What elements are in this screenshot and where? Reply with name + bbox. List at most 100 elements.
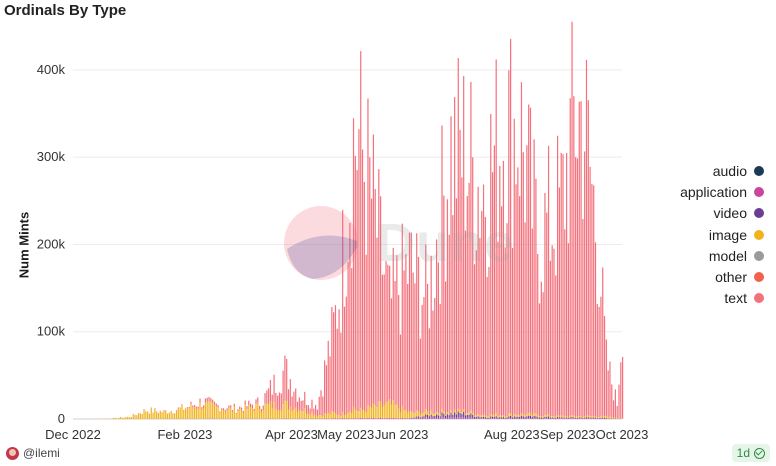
- legend-dot-icon: [754, 229, 764, 240]
- bar-segment-text: [562, 154, 564, 416]
- bar-segment-video: [491, 416, 494, 419]
- bar-segment-image: [493, 414, 495, 417]
- bar-segment-image: [396, 404, 398, 419]
- bar-segment-text: [251, 404, 253, 409]
- bar-segment-image: [260, 411, 263, 419]
- author-link[interactable]: @ilemi: [6, 446, 60, 460]
- bar-segment-image: [434, 413, 436, 416]
- bar-segment-text: [443, 195, 445, 412]
- bar-segment-video: [428, 416, 430, 419]
- bar-segment-image: [186, 408, 188, 419]
- bar-segment-video: [571, 417, 573, 419]
- bar-segment-application: [502, 418, 505, 419]
- bar-segment-application: [531, 418, 533, 419]
- bar-segment-video: [553, 417, 555, 419]
- bar-segment-text: [540, 281, 542, 417]
- bar-segment-image: [291, 411, 293, 419]
- bar-segment-image: [387, 401, 389, 419]
- bar-segment-image: [593, 415, 595, 418]
- bar-segment-image: [531, 415, 533, 417]
- bar-segment-video: [468, 414, 470, 418]
- bar-segment-video: [463, 411, 465, 418]
- bar-segment-text: [184, 408, 187, 410]
- bar-segment-video: [470, 413, 472, 418]
- bar-segment-video: [497, 417, 499, 419]
- bar-segment-text: [226, 408, 228, 411]
- bar-segment-application: [501, 418, 503, 419]
- bar-segment-text: [573, 96, 575, 416]
- legend-item-text[interactable]: text: [680, 288, 764, 309]
- legend-item-other[interactable]: other: [680, 266, 764, 287]
- bar-segment-image: [491, 414, 494, 417]
- bar-segment-image: [594, 416, 597, 418]
- legend-item-model[interactable]: model: [680, 245, 764, 266]
- bar-segment-video: [504, 417, 506, 419]
- bar-segment-image: [466, 412, 468, 415]
- bar-segment-text: [231, 410, 234, 412]
- bar-segment-image: [419, 414, 421, 418]
- bar-segment-image: [251, 408, 253, 419]
- bar-segment-text: [567, 243, 570, 418]
- bar-segment-image: [423, 412, 425, 417]
- bar-segment-image: [468, 412, 470, 415]
- bar-segment-image: [271, 408, 273, 419]
- bar-segment-text: [284, 355, 286, 401]
- bar-segment-text: [217, 405, 219, 408]
- bar-segment-image: [589, 416, 591, 418]
- legend-item-video[interactable]: video: [680, 203, 764, 224]
- bar-segment-text: [549, 260, 551, 417]
- bar-segment-image: [233, 406, 235, 419]
- legend-item-application[interactable]: application: [680, 181, 764, 202]
- bar-segment-video: [535, 416, 537, 419]
- bar-segment-video: [441, 412, 443, 418]
- bar-segment-text: [405, 254, 407, 411]
- bar-segment-image: [237, 411, 239, 419]
- bar-segment-image: [152, 412, 154, 419]
- chart-title: Ordinals By Type: [4, 2, 127, 19]
- bar-segment-text: [268, 388, 270, 404]
- bar-segment-image: [145, 411, 147, 419]
- bar-segment-image: [132, 414, 134, 419]
- legend-dot-icon: [754, 293, 764, 304]
- bar-segment-application: [584, 418, 586, 419]
- bar-segment-image: [161, 412, 163, 419]
- x-tick-label: Jun 2023: [375, 427, 429, 442]
- bar-segment-text: [618, 384, 620, 419]
- bar-segment-image: [575, 416, 577, 418]
- bar-segment-image: [174, 413, 176, 419]
- y-tick-labels: 0 100k 200k 300k 400k: [37, 62, 66, 426]
- bar-segment-text: [183, 409, 185, 411]
- bar-segment-text: [493, 145, 495, 415]
- bar-segment-video: [426, 415, 429, 418]
- bar-segment-text: [585, 59, 588, 416]
- bar-segment-application: [342, 418, 344, 419]
- bar-segment-image: [361, 410, 364, 419]
- bar-segment-text: [524, 222, 526, 416]
- bar-segment-text: [531, 228, 533, 416]
- bar-segment-text: [533, 139, 535, 413]
- bar-segment-video: [435, 414, 438, 418]
- legend-item-image[interactable]: image: [680, 224, 764, 245]
- bar-segment-image: [296, 412, 299, 419]
- bar-segment-application: [425, 417, 427, 419]
- bar-segment-application: [510, 418, 512, 419]
- bar-segment-text: [331, 307, 333, 412]
- bar-segment-application: [387, 418, 389, 419]
- bar-segment-image: [307, 413, 309, 419]
- bar-segment-text: [197, 406, 199, 409]
- bar-segment-image: [246, 409, 248, 419]
- bar-segment-application: [367, 418, 369, 419]
- refresh-badge[interactable]: 1d: [731, 444, 770, 462]
- bar-segment-application: [360, 418, 362, 419]
- bar-segment-application: [524, 418, 526, 419]
- bar-segment-image: [607, 417, 609, 419]
- bar-segment-text: [499, 166, 501, 416]
- bar-segment-text: [307, 405, 309, 414]
- legend-item-audio[interactable]: audio: [680, 160, 764, 181]
- bar-segment-application: [389, 418, 391, 419]
- bar-segment-text: [582, 218, 584, 418]
- bar-segment-text: [441, 125, 443, 409]
- bar-segment-image: [477, 414, 479, 417]
- bar-segment-image: [166, 413, 169, 419]
- bar-segment-application: [575, 418, 577, 419]
